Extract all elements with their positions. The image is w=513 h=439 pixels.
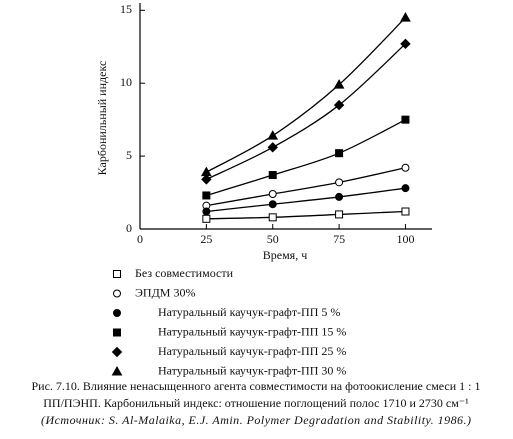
- series-line: [206, 119, 406, 197]
- x-tick-label: 75: [333, 232, 345, 246]
- marker: [202, 191, 211, 200]
- x-tick-label: 0: [137, 232, 143, 246]
- marker: [333, 79, 345, 89]
- y-tick-label: 5: [126, 148, 132, 162]
- y-tick-label: 10: [120, 75, 132, 89]
- marker: [113, 270, 121, 278]
- marker: [113, 289, 121, 298]
- marker: [267, 142, 278, 153]
- marker: [268, 213, 277, 222]
- series-line: [206, 17, 406, 173]
- x-tick-label: 50: [267, 232, 279, 246]
- marker: [401, 163, 410, 172]
- marker: [268, 190, 277, 199]
- series-line: [206, 43, 406, 181]
- marker: [400, 38, 411, 50]
- marker: [335, 210, 344, 219]
- marker: [333, 99, 345, 111]
- caption-line: (Источник: S. Al-Malaika, E.J. Amin. Pol…: [41, 413, 471, 427]
- marker: [111, 365, 123, 376]
- marker: [268, 200, 277, 209]
- x-tick-label: 100: [396, 232, 414, 246]
- y-tick-label: 15: [120, 2, 132, 16]
- y-axis-label: Карбонильный индекс: [95, 61, 109, 176]
- marker: [401, 115, 410, 124]
- legend-label: ЭПДМ 30%: [135, 285, 195, 299]
- marker: [335, 178, 344, 187]
- marker: [335, 192, 344, 201]
- marker: [268, 171, 277, 180]
- legend-label: Натуральный каучук-графт-ПП 25 %: [158, 344, 346, 358]
- legend-label: Натуральный каучук-графт-ПП 5 %: [158, 305, 340, 319]
- legend-label: Натуральный каучук-графт-ПП 15 %: [158, 324, 346, 338]
- marker: [113, 328, 121, 337]
- y-tick-label: 0: [126, 221, 132, 235]
- marker: [335, 149, 344, 158]
- x-tick-label: 25: [200, 232, 212, 246]
- series-line: [206, 167, 406, 207]
- legend-label: Без совместимости: [135, 266, 234, 280]
- marker: [201, 166, 212, 177]
- marker: [111, 346, 123, 358]
- caption-line: ПП/ПЭНП. Карбонильный индекс: отношение …: [43, 396, 469, 410]
- marker: [267, 130, 279, 140]
- caption-line: Рис. 7.10. Влияние ненасыщенного агента …: [31, 379, 480, 393]
- marker: [202, 207, 211, 216]
- legend-label: Натуральный каучук-графт-ПП 30 %: [158, 363, 346, 377]
- marker: [201, 174, 212, 185]
- marker: [401, 184, 410, 193]
- series-line: [206, 210, 406, 220]
- marker: [113, 309, 121, 317]
- marker: [401, 207, 410, 216]
- marker: [202, 214, 211, 223]
- x-axis-label: Время, ч: [263, 248, 307, 262]
- marker: [400, 12, 411, 22]
- series-line: [206, 187, 406, 213]
